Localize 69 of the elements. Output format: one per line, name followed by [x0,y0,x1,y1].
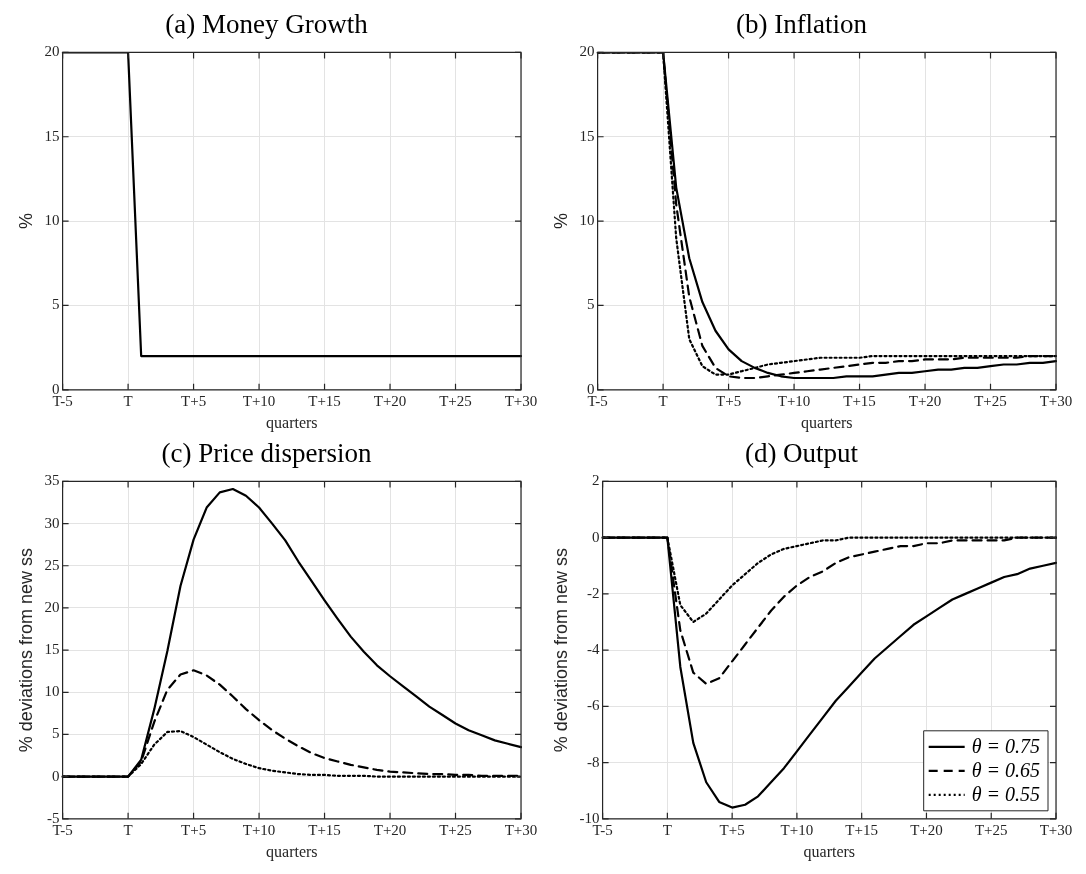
x-tick-label: T+10 [242,821,276,838]
y-tick-label: 30 [44,514,60,531]
legend-label: θ = 0.75 [971,735,1041,758]
x-tick-label: T+30 [1039,392,1073,409]
y-tick-label: 0 [587,380,595,397]
x-tick-label: T+10 [777,392,811,409]
x-tick-label: T+15 [845,821,878,838]
chart-title: (c) Price dispersion [161,438,372,469]
x-tick-label: T [662,821,672,838]
x-tick-label: T+30 [504,821,538,838]
x-tick-label: T [123,821,133,838]
y-tick-label: -6 [587,697,601,714]
y-axis-title: % [15,213,36,230]
x-tick-label: T+10 [780,821,814,838]
y-tick-label: 20 [44,598,60,615]
y-tick-label: 2 [592,472,600,489]
y-tick-label: 0 [52,767,60,784]
x-tick-label: T+15 [308,392,341,409]
x-axis-title: quarters [801,413,853,432]
x-tick-label: T+15 [843,392,876,409]
chart-title: (a) Money Growth [165,9,369,40]
x-axis-title: quarters [803,842,856,861]
y-tick-label: 10 [44,683,60,700]
y-tick-label: 0 [592,528,600,545]
y-tick-label: 15 [44,127,60,144]
x-tick-label: T+25 [439,392,472,409]
y-tick-label: 15 [579,127,595,144]
x-tick-label: T+20 [373,392,407,409]
x-tick-label: T [123,392,133,409]
x-tick-label: T+15 [308,821,341,838]
y-tick-label: 20 [44,43,60,60]
y-tick-label: 10 [44,212,60,229]
y-tick-label: 5 [587,296,595,313]
y-axis-title: % deviations from new ss [550,548,571,753]
y-tick-label: -8 [587,753,600,770]
y-tick-label: 35 [44,472,60,489]
x-tick-label: T+20 [373,821,407,838]
x-tick-label: T+30 [504,392,538,409]
y-axis-title: % deviations from new ss [15,548,36,753]
y-tick-label: 5 [52,296,60,313]
chart-title: (b) Inflation [735,9,868,40]
x-tick-label: T+5 [716,392,742,409]
x-tick-label: T+10 [242,392,276,409]
y-tick-label: -2 [587,584,600,601]
x-tick-label: T+30 [1039,821,1073,838]
y-tick-label: -10 [579,809,600,826]
x-axis-title: quarters [266,842,318,861]
x-axis-title: quarters [266,413,318,432]
x-tick-label: T+25 [439,821,472,838]
y-tick-label: 0 [52,380,60,397]
x-tick-label: T+25 [974,821,1008,838]
x-tick-label: T+5 [181,821,207,838]
y-tick-label: 15 [44,641,60,658]
x-tick-label: T [658,392,668,409]
chart-title: (d) Output [744,438,859,469]
y-tick-label: 20 [579,43,595,60]
x-tick-label: T+20 [908,392,942,409]
y-tick-label: 5 [52,725,60,742]
x-tick-label: T+5 [181,392,207,409]
legend-label: θ = 0.65 [971,759,1041,782]
x-tick-label: T+5 [719,821,745,838]
x-tick-label: T+20 [910,821,943,838]
y-tick-label: 10 [579,212,595,229]
y-tick-label: -4 [587,641,601,658]
legend-label: θ = 0.55 [971,783,1041,806]
y-tick-label: -5 [47,809,60,826]
x-tick-label: T+25 [974,392,1007,409]
y-axis-title: % [550,213,571,230]
y-tick-label: 25 [44,556,60,573]
